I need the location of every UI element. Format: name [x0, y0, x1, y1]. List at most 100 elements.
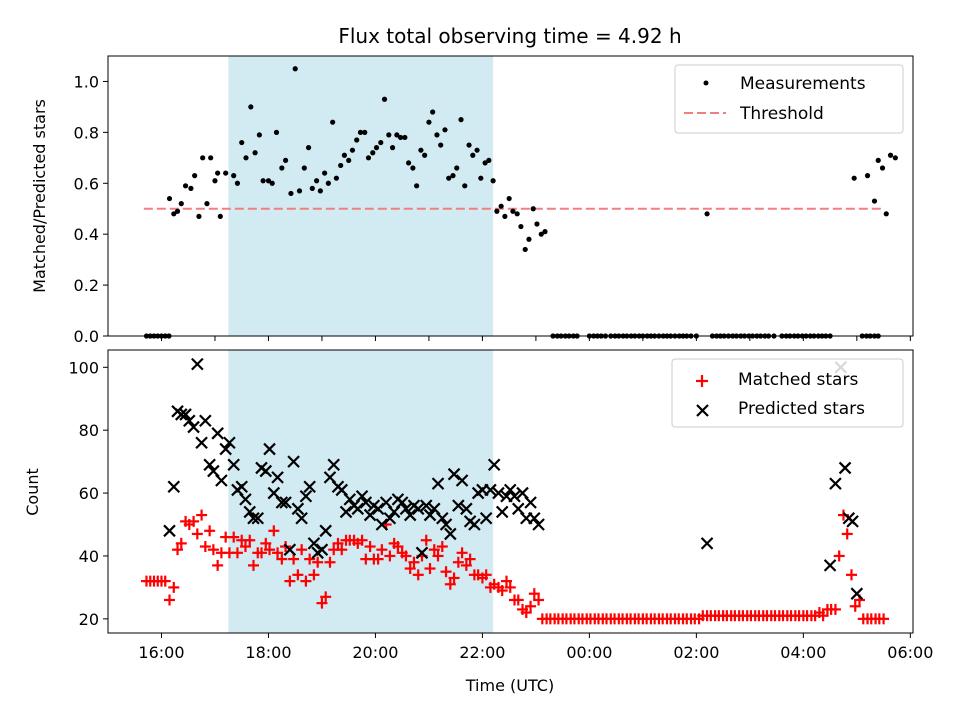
predicted-star-point [460, 502, 473, 516]
measurement-point [378, 139, 384, 146]
measurement-point [365, 155, 372, 161]
predicted-star-point [823, 559, 837, 572]
measurement-point [309, 185, 315, 191]
top-x-ticks [160, 336, 911, 341]
bottom-legend-box [671, 358, 904, 428]
matched-star-point [288, 553, 300, 565]
matched-star-point [833, 550, 845, 562]
measurement-point [212, 178, 218, 184]
measurement-point [474, 147, 480, 153]
measurement-point [269, 180, 275, 186]
matched-star-point [164, 594, 176, 606]
measurement-point [450, 173, 456, 179]
predicted-star-point [528, 511, 541, 525]
measurement-point [446, 175, 452, 181]
bottom-y-tick-label: 40 [79, 547, 99, 566]
predicted-star-point [259, 464, 273, 478]
measurement-point [317, 188, 323, 194]
measurement-point [410, 165, 416, 171]
measurement-point [534, 221, 540, 227]
measurement-point [265, 178, 272, 184]
predicted-star-point [838, 461, 852, 475]
measurement-point [215, 170, 221, 176]
matched-star-point [159, 575, 171, 587]
measurement-point [296, 188, 303, 194]
matched-star-point [260, 537, 272, 549]
measurement-point [341, 152, 348, 158]
matched-star-point [196, 509, 208, 521]
x-tick-label: 22:00 [459, 643, 505, 662]
predicted-star-point [495, 505, 509, 519]
matched-star-point [332, 537, 344, 549]
measurement-point [394, 132, 400, 138]
matched-star-point [404, 563, 416, 575]
measurement-point [188, 185, 194, 191]
matched-star-point [841, 528, 853, 540]
measurement-point [243, 155, 249, 161]
predicted-star-point [700, 537, 714, 550]
measurement-point [871, 198, 878, 204]
measurement-point [514, 211, 520, 217]
measurement-point [490, 178, 496, 184]
matched-star-point [500, 575, 512, 587]
matched-star-point [464, 553, 476, 565]
x-tick-label: 06:00 [887, 643, 933, 662]
measurement-point [354, 137, 360, 143]
predicted-star-point [375, 518, 389, 531]
x-tick-label: 02:00 [673, 643, 719, 662]
predicted-star-point [287, 455, 300, 468]
bottom-y-tick-label: 80 [79, 421, 99, 440]
matched-star-point [284, 575, 296, 587]
matched-star-point [188, 515, 200, 527]
predicted-star-point [829, 477, 842, 490]
measurement-point [386, 132, 392, 138]
bottom-y-tick-label: 60 [79, 484, 99, 503]
matched-star-point [456, 547, 468, 559]
matched-star-point [228, 531, 240, 543]
predicted-star-point [487, 458, 501, 472]
predicted-star-point [436, 511, 449, 525]
matched-star-point [256, 547, 268, 559]
measurement-point [510, 208, 516, 214]
matched-star-point [292, 569, 304, 581]
matched-star-point [480, 569, 492, 581]
top-y-tick-label: 0.6 [74, 174, 99, 193]
measurement-point [217, 213, 223, 219]
matched-star-point [320, 591, 332, 603]
measurement-point [333, 175, 339, 181]
predicted-star-point [395, 496, 409, 509]
matched-star-point [420, 534, 432, 546]
bottom-y-ticks: 20 40 60 80 100 [68, 358, 108, 629]
bottom-legend: Matched stars Predicted stars [671, 358, 904, 428]
predicted-star-point [223, 436, 236, 450]
predicted-star-point [419, 499, 433, 512]
matched-star-point [528, 588, 540, 600]
measurement-point [231, 173, 237, 179]
matched-star-point [408, 556, 420, 568]
bottom-x-ticks: 16:00 18:00 20:00 22:00 00:00 02:00 04:00 06:00 [138, 633, 933, 662]
predicted-star-point [167, 480, 181, 494]
bottom-axes-frame [107, 349, 914, 634]
measurement-point [462, 183, 468, 189]
legend-predicted-marker [696, 404, 709, 417]
predicted-star-point [355, 489, 369, 503]
predicted-star-point [327, 458, 340, 472]
legend-measurements-label: Measurements [740, 74, 866, 94]
measurement-point [223, 170, 229, 176]
measurement-point [879, 165, 886, 171]
measurement-point [522, 246, 528, 253]
matched-star-point [512, 594, 524, 606]
measurement-point [466, 142, 472, 148]
measurement-point [273, 129, 280, 135]
measurement-point [200, 155, 206, 161]
measurement-point [288, 190, 294, 197]
predicted-star-point [399, 502, 413, 516]
measurement-point [470, 152, 476, 158]
top-axes-frame [107, 55, 914, 337]
predicted-star-point [203, 458, 216, 472]
matched-star-point [525, 600, 537, 612]
measurement-point [171, 211, 177, 217]
measurement-point [887, 152, 894, 158]
predicted-star-point [452, 499, 465, 512]
predicted-star-point [275, 496, 289, 509]
